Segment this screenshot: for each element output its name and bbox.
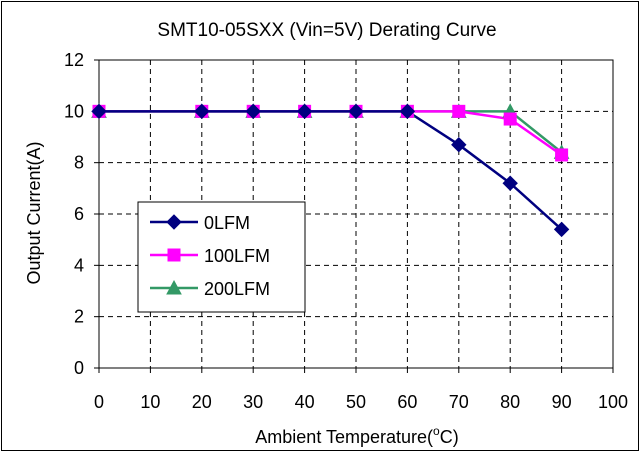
y-tick-label: 12	[64, 50, 84, 70]
x-tick-label: 100	[598, 392, 628, 412]
data-point-0LFM	[194, 103, 210, 120]
y-tick-label: 2	[74, 307, 84, 327]
legend-label-200LFM: 200LFM	[204, 279, 270, 299]
legend-marker-200LFM	[166, 279, 182, 295]
legend: 0LFM 100LFM 200LFM	[137, 201, 306, 313]
legend-label-100LFM: 100LFM	[204, 246, 270, 266]
legend-box	[137, 201, 306, 313]
x-tick-label: 0	[94, 392, 104, 412]
x-axis-label-degree: o	[433, 424, 440, 438]
x-tick-label: 50	[346, 392, 366, 412]
data-point-100LFM	[452, 104, 466, 118]
data-point-0LFM	[348, 103, 364, 120]
x-tick-label: 20	[192, 392, 212, 412]
x-tick-label: 60	[397, 392, 417, 412]
x-tick-label: 70	[449, 392, 469, 412]
data-point-0LFM	[502, 175, 518, 191]
chart-title: SMT10-05SXX (Vin=5V) Derating Curve	[157, 20, 496, 41]
x-axis-label-main: Ambient Temperature(	[255, 427, 433, 447]
data-point-0LFM	[91, 103, 107, 120]
x-axis-label-unit: C)	[440, 427, 459, 447]
x-tick-label: 30	[243, 392, 263, 412]
y-tick-label: 8	[74, 153, 84, 173]
x-axis-label: Ambient Temperature(oC)	[255, 424, 458, 447]
data-point-0LFM	[451, 136, 467, 153]
x-tick-label: 40	[295, 392, 315, 412]
data-point-0LFM	[399, 103, 416, 120]
data-point-100LFM	[555, 148, 569, 162]
y-tick-label: 6	[74, 204, 84, 224]
data-point-100LFM	[503, 112, 517, 126]
y-tick-label: 10	[64, 101, 84, 121]
y-tick-label: 0	[74, 358, 84, 378]
y-axis-label: Output Current(A)	[24, 141, 44, 284]
legend-marker-100LFM	[167, 248, 181, 262]
x-tick-label: 80	[500, 392, 520, 412]
y-tick-label: 4	[74, 255, 84, 275]
data-point-0LFM	[245, 103, 261, 120]
x-tick-label: 10	[140, 392, 160, 412]
legend-label-0LFM: 0LFM	[204, 213, 250, 233]
data-point-0LFM	[553, 221, 570, 238]
legend-marker-0LFM	[166, 214, 182, 230]
data-point-0LFM	[296, 103, 313, 120]
x-tick-label: 90	[552, 392, 572, 412]
